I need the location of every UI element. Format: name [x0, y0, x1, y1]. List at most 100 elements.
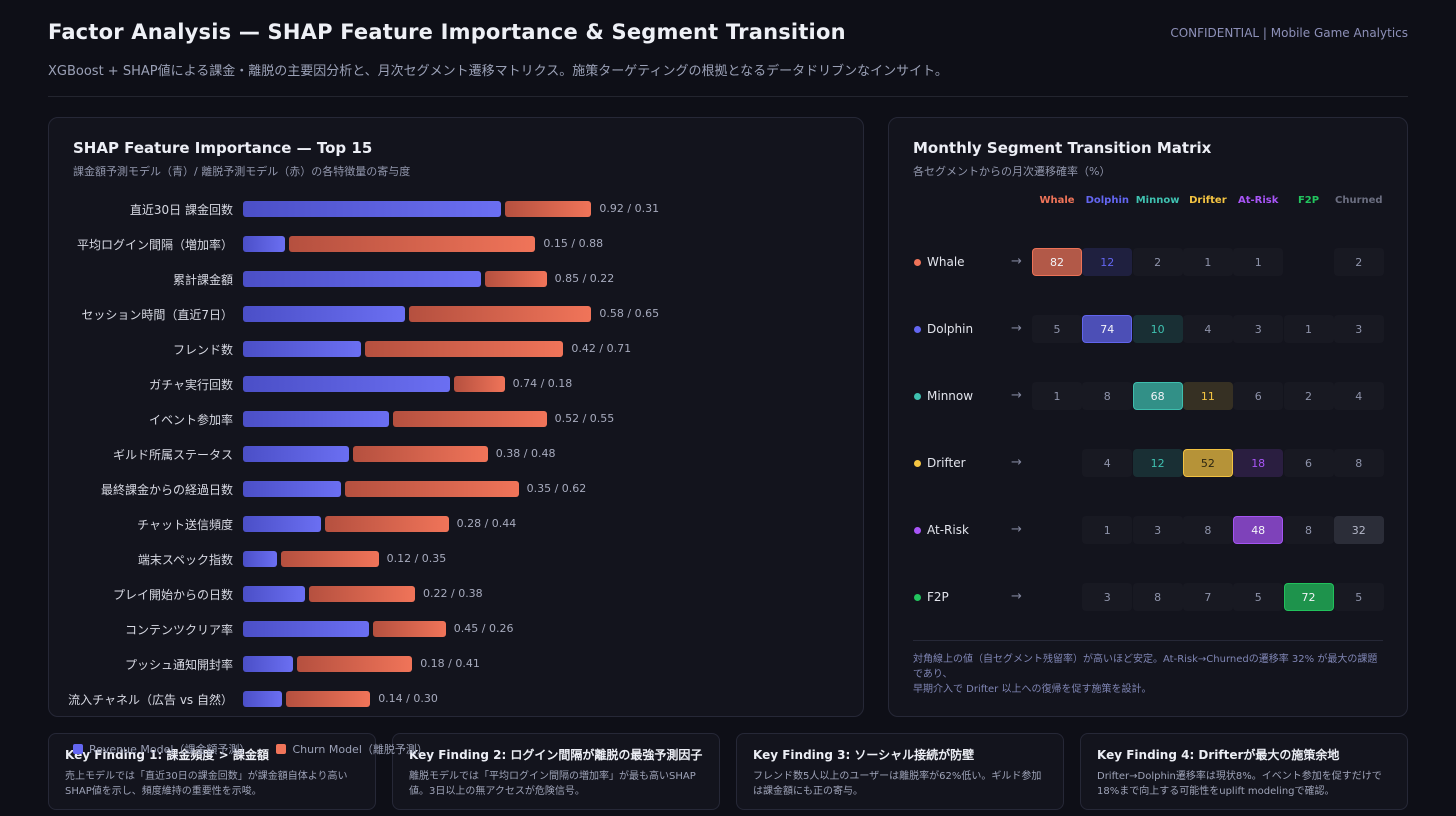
- shap-title: SHAP Feature Importance — Top 15: [73, 139, 373, 157]
- key-finding-2: Key Finding 2: ログイン間隔が離脱の最強予測因子 離脱モデルでは「…: [392, 733, 720, 810]
- shap-row: 最終課金からの経過日数 0.35 / 0.62: [49, 480, 865, 498]
- matrix-cell: 3: [1334, 315, 1384, 343]
- page-subtitle: XGBoost + SHAP値による課金・離脱の主要因分析と、月次セグメント遷移…: [48, 64, 948, 79]
- shap-value-label: 0.14 / 0.30: [378, 692, 438, 705]
- shap-value-label: 0.18 / 0.41: [420, 657, 480, 670]
- shap-row: 直近30日 課金回数 0.92 / 0.31: [49, 200, 865, 218]
- revenue-bar: [243, 481, 341, 497]
- shap-row: 平均ログイン間隔（増加率） 0.15 / 0.88: [49, 235, 865, 253]
- matrix-cell: [1284, 248, 1334, 276]
- shap-feature-label: プッシュ通知開封率: [124, 658, 233, 672]
- shap-value-label: 0.12 / 0.35: [386, 552, 447, 565]
- matrix-cell: [1032, 583, 1082, 611]
- revenue-bar: [243, 411, 389, 427]
- matrix-cell: 5: [1233, 583, 1283, 611]
- matrix-cell: 6: [1233, 382, 1283, 410]
- matrix-cell: 1: [1183, 248, 1233, 276]
- matrix-note-line2: 早期介入で Drifter 以上への復帰を促す施策を設計。: [913, 684, 1152, 695]
- matrix-cell: 72: [1283, 583, 1334, 611]
- matrix-cell: 82: [1032, 248, 1082, 276]
- churn-bar: [345, 481, 519, 497]
- finding-title: Key Finding 1: 課金頻度 > 課金額: [65, 748, 269, 762]
- matrix-cell: [1032, 516, 1082, 544]
- shap-row: イベント参加率 0.52 / 0.55: [49, 410, 865, 428]
- matrix-cell: 8: [1082, 382, 1132, 410]
- shap-feature-label: チャット送信頻度: [137, 518, 233, 532]
- churn-bar: [308, 586, 415, 602]
- matrix-col-header: F2P: [1297, 195, 1320, 206]
- matrix-cell: 1: [1032, 382, 1082, 410]
- revenue-bar: [243, 201, 501, 217]
- segment-dot: [914, 259, 921, 266]
- segment-dot: [914, 326, 921, 333]
- matrix-col-header: Whale: [1039, 195, 1075, 206]
- matrix-cell: 5: [1032, 315, 1082, 343]
- matrix-cell: 74: [1082, 315, 1133, 343]
- revenue-bar: [243, 341, 361, 357]
- churn-bar: [504, 201, 592, 217]
- matrix-cell: 18: [1233, 449, 1284, 477]
- segment-dot: [914, 527, 921, 534]
- legend-revenue-label: Revenue Model（課金額予測）: [89, 743, 251, 756]
- shap-feature-label: イベント参加率: [148, 413, 233, 427]
- shap-row: プレイ開始からの日数 0.22 / 0.38: [49, 585, 865, 603]
- churn-bar: [353, 446, 488, 462]
- matrix-cell: 1: [1233, 248, 1283, 276]
- transition-arrow: →: [1011, 589, 1022, 604]
- shap-legend: Revenue Model（課金額予測） Churn Model（離脱予測）: [73, 741, 428, 757]
- finding-text: Drifter→Dolphin遷移率は現状8%。イベント参加を促すだけで18%ま…: [1097, 771, 1382, 797]
- churn-bar: [454, 376, 505, 392]
- matrix-col-header: Churned: [1335, 195, 1383, 206]
- transition-arrow: →: [1011, 455, 1022, 470]
- segment-dot: [914, 393, 921, 400]
- shap-value-label: 0.52 / 0.55: [554, 412, 615, 425]
- matrix-cell: [1032, 449, 1082, 477]
- matrix-cell: 5: [1334, 583, 1384, 611]
- matrix-divider: [913, 640, 1383, 641]
- matrix-cell: 32: [1333, 516, 1384, 544]
- matrix-row-label: Minnow: [927, 389, 974, 403]
- shap-value-label: 0.38 / 0.48: [495, 447, 556, 460]
- matrix-cell: 12: [1132, 449, 1183, 477]
- revenue-bar: [243, 271, 481, 287]
- churn-bar: [409, 306, 592, 322]
- matrix-col-header: Minnow: [1135, 195, 1180, 206]
- churn-bar: [289, 236, 536, 252]
- shap-feature-label: 流入チャネル（広告 vs 自然）: [68, 693, 233, 707]
- shap-feature-label: 累計課金額: [172, 273, 233, 287]
- legend-churn-label: Churn Model（離脱予測）: [292, 743, 428, 756]
- header-divider: [48, 96, 1408, 97]
- revenue-bar: [243, 306, 406, 322]
- revenue-bar: [243, 446, 350, 462]
- matrix-col-header: Drifter: [1189, 195, 1227, 206]
- revenue-bar: [243, 516, 322, 532]
- shap-panel: SHAP Feature Importance — Top 15 課金額予測モデ…: [48, 117, 864, 717]
- churn-bar: [364, 341, 564, 357]
- transition-arrow: →: [1011, 522, 1022, 537]
- finding-text: 離脱モデルでは「平均ログイン間隔の増加率」が最も高いSHAP値。3日以上の無アク…: [409, 771, 696, 797]
- revenue-bar: [243, 691, 283, 707]
- shap-feature-label: 直近30日 課金回数: [129, 203, 233, 217]
- matrix-title: Monthly Segment Transition Matrix: [913, 139, 1212, 157]
- shap-value-label: 0.58 / 0.65: [599, 307, 660, 320]
- shap-value-label: 0.85 / 0.22: [554, 272, 615, 285]
- revenue-bar: [243, 621, 369, 637]
- churn-bar: [392, 411, 547, 427]
- churn-bar: [286, 691, 371, 707]
- matrix-subtitle: 各セグメントからの月次遷移確率（%）: [913, 165, 1111, 178]
- finding-title: Key Finding 3: ソーシャル接続が防壁: [753, 748, 975, 762]
- shap-row: 端末スペック指数 0.12 / 0.35: [49, 550, 865, 568]
- matrix-row-label: Drifter: [927, 456, 966, 470]
- shap-value-label: 0.15 / 0.88: [543, 237, 604, 250]
- segment-dot: [914, 594, 921, 601]
- shap-row: プッシュ通知開封率 0.18 / 0.41: [49, 655, 865, 673]
- churn-bar: [485, 271, 547, 287]
- shap-value-label: 0.45 / 0.26: [453, 622, 514, 635]
- page-header: Factor Analysis — SHAP Feature Importanc…: [48, 20, 1408, 79]
- matrix-cell: 2: [1284, 382, 1334, 410]
- revenue-bar: [243, 376, 451, 392]
- transition-arrow: →: [1011, 321, 1022, 336]
- legend-revenue-swatch: [73, 744, 83, 754]
- matrix-row-label: Dolphin: [927, 322, 974, 336]
- matrix-cell: 6: [1284, 449, 1334, 477]
